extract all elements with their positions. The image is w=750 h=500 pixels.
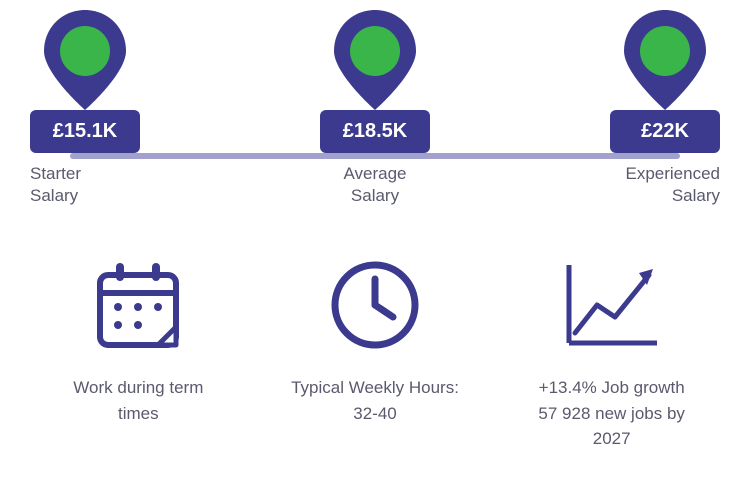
- label-line: Salary: [351, 186, 399, 205]
- salary-badge: £22K: [610, 110, 720, 153]
- label-line: Salary: [672, 186, 720, 205]
- pin-wrap: [320, 10, 430, 110]
- label-line: Starter: [30, 164, 81, 183]
- label-line: Salary: [30, 186, 78, 205]
- clock-icon: [267, 250, 484, 360]
- map-pin-icon: [334, 10, 416, 110]
- pin-wrap: [610, 10, 720, 110]
- info-text: +13.4% Job growth 57 928 new jobs by 202…: [503, 375, 720, 452]
- salary-timeline: £15.1K Starter Salary £18.5K Average Sal…: [20, 10, 730, 240]
- info-line: 57 928 new jobs by: [503, 401, 720, 427]
- salary-point-starter: £15.1K Starter Salary: [30, 10, 140, 207]
- salary-label: Experienced Salary: [610, 163, 720, 207]
- salary-point-average: £18.5K Average Salary: [320, 10, 430, 207]
- info-text: Work during term times: [30, 375, 247, 426]
- pin-wrap: [30, 10, 140, 110]
- info-line: +13.4% Job growth: [503, 375, 720, 401]
- info-card-schedule: Work during term times: [30, 250, 247, 452]
- salary-label: Starter Salary: [30, 163, 140, 207]
- salary-point-experienced: £22K Experienced Salary: [610, 10, 720, 207]
- info-line: times: [30, 401, 247, 427]
- map-pin-icon: [44, 10, 126, 110]
- label-line: Average: [343, 164, 406, 183]
- info-line: 2027: [503, 426, 720, 452]
- info-line: Work during term: [30, 375, 247, 401]
- salary-badge: £18.5K: [320, 110, 430, 153]
- info-row: Work during term times Typical Weekly Ho…: [20, 250, 730, 452]
- label-line: Experienced: [625, 164, 720, 183]
- salary-label: Average Salary: [320, 163, 430, 207]
- info-text: Typical Weekly Hours: 32-40: [267, 375, 484, 426]
- salary-badge: £15.1K: [30, 110, 140, 153]
- info-card-growth: +13.4% Job growth 57 928 new jobs by 202…: [503, 250, 720, 452]
- growth-chart-icon: [503, 250, 720, 360]
- info-line: Typical Weekly Hours:: [267, 375, 484, 401]
- info-line: 32-40: [267, 401, 484, 427]
- map-pin-icon: [624, 10, 706, 110]
- info-card-hours: Typical Weekly Hours: 32-40: [267, 250, 484, 452]
- calendar-icon: [30, 250, 247, 360]
